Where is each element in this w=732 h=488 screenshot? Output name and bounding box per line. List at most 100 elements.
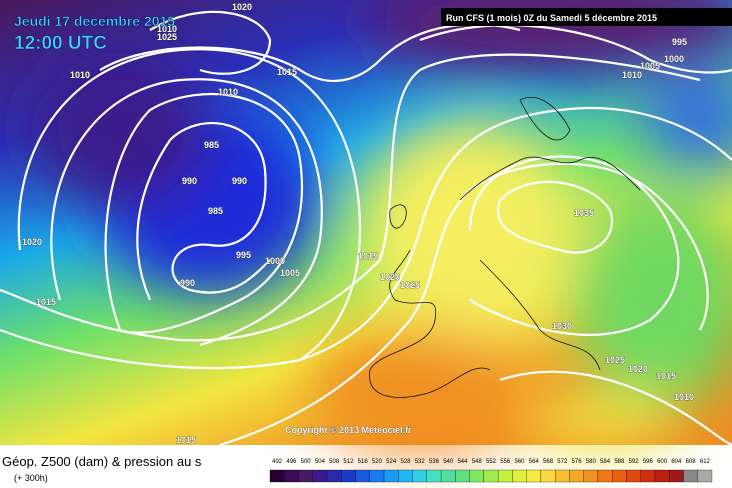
isobar-label: 1015 xyxy=(277,67,297,77)
scale-label: 492 xyxy=(272,459,283,465)
scale-label: 572 xyxy=(557,459,568,465)
isobar-label: 1015 xyxy=(656,371,676,381)
isobar-label: 995 xyxy=(236,250,251,260)
isobar-label: 1020 xyxy=(380,272,400,282)
isobar-label: 1010 xyxy=(674,392,694,402)
coastlines xyxy=(369,97,641,398)
isobar-label: 1015 xyxy=(176,435,196,445)
date: Jeudi 17 decembre 2015 xyxy=(14,13,175,29)
isobar-label: 1015 xyxy=(36,297,56,307)
isobar-label: 1025 xyxy=(400,280,420,290)
isobar-label: 1020 xyxy=(232,2,252,12)
scale-swatch xyxy=(483,469,499,483)
isobar-label: 1030 xyxy=(552,321,572,331)
isobar-label: 990 xyxy=(180,278,195,288)
scale-label: 560 xyxy=(515,459,526,465)
scale-swatch xyxy=(298,469,313,483)
scale-swatch xyxy=(341,469,356,483)
isobar-label: 1035 xyxy=(574,208,594,218)
isobar-label: 995 xyxy=(672,37,687,47)
scale-label: 520 xyxy=(372,459,383,465)
scale-swatch xyxy=(569,469,584,483)
scale-swatch xyxy=(597,469,613,483)
isobar-label: 1005 xyxy=(640,61,660,71)
scale-swatch xyxy=(455,469,470,483)
scale-label: 556 xyxy=(500,459,511,465)
scale-swatch xyxy=(583,469,599,483)
scale-label: 576 xyxy=(572,459,583,465)
scale-swatch xyxy=(369,469,385,483)
scale-swatch xyxy=(697,469,713,483)
scale-swatch xyxy=(683,469,698,483)
scale-label: 584 xyxy=(600,459,611,465)
isobar-label: 985 xyxy=(204,140,219,150)
scale-swatch xyxy=(540,469,556,483)
scale-swatch xyxy=(355,469,370,483)
lead-time: (+ 300h) xyxy=(14,473,48,483)
scale-swatch xyxy=(312,469,328,483)
scale-swatch xyxy=(469,469,485,483)
scale-swatch xyxy=(440,469,456,483)
scale-swatch xyxy=(512,469,527,483)
isobar-label: 985 xyxy=(208,206,223,216)
scale-label: 528 xyxy=(400,459,411,465)
scale-swatch xyxy=(412,469,427,483)
isobar-label: 990 xyxy=(182,176,197,186)
scale-label: 612 xyxy=(700,459,711,465)
scale-label: 568 xyxy=(543,459,554,465)
scale-swatch xyxy=(526,469,542,483)
scale-label: 564 xyxy=(529,459,540,465)
scale-label: 604 xyxy=(671,459,682,465)
scale-swatch xyxy=(669,469,684,483)
isobar-label: 1000 xyxy=(664,54,684,64)
scale-label: 532 xyxy=(415,459,426,465)
scale-label: 552 xyxy=(486,459,497,465)
scale-swatch xyxy=(612,469,627,483)
scale-label: 504 xyxy=(315,459,326,465)
copyright: Copyright © 2013 Meteociel.fr xyxy=(285,425,412,435)
scale-label: 516 xyxy=(358,459,369,465)
scale-swatch xyxy=(284,469,299,483)
scale-label: 512 xyxy=(343,459,354,465)
scale-swatch xyxy=(426,469,442,483)
isobar-label: 1005 xyxy=(280,268,300,278)
scale-label: 500 xyxy=(301,459,312,465)
scale-swatch xyxy=(383,469,399,483)
scale-label: 600 xyxy=(657,459,668,465)
scale-label: 548 xyxy=(472,459,483,465)
scale-label: 544 xyxy=(457,459,468,465)
time: 12:00 UTC xyxy=(14,33,107,54)
scale-label: 592 xyxy=(629,459,640,465)
scale-swatch xyxy=(497,469,513,483)
isobar-label: 1010 xyxy=(622,70,642,80)
isobar-label: 1025 xyxy=(157,32,177,42)
isobar-label: 1025 xyxy=(605,355,625,365)
run-banner xyxy=(441,8,732,26)
isobars xyxy=(0,10,732,447)
isobar-label: 1015 xyxy=(358,251,378,261)
scale-swatch xyxy=(398,469,413,483)
scale-swatch xyxy=(269,469,285,483)
isobar-label: 1020 xyxy=(628,364,648,374)
caption: Géop. Z500 (dam) & pression au s xyxy=(2,454,202,469)
field xyxy=(0,0,732,450)
scale-label: 588 xyxy=(614,459,625,465)
scale-swatch xyxy=(640,469,656,483)
scale-label: 608 xyxy=(686,459,697,465)
scale-label: 540 xyxy=(443,459,454,465)
scale-swatch xyxy=(555,469,570,483)
scale-label: 524 xyxy=(386,459,397,465)
run-info: Run CFS (1 mois) 0Z du Samedi 5 décembre… xyxy=(446,13,657,23)
isobar-label: 990 xyxy=(232,176,247,186)
scale-swatch xyxy=(626,469,641,483)
isobar-label: 1010 xyxy=(218,87,238,97)
scale-label: 508 xyxy=(329,459,340,465)
isobar-label: 1010 xyxy=(70,70,90,80)
scale-swatch xyxy=(654,469,670,483)
scale-label: 580 xyxy=(586,459,597,465)
isobar-label: 1010 xyxy=(157,24,177,34)
scale-swatch xyxy=(326,469,342,483)
scale-label: 496 xyxy=(286,459,297,465)
